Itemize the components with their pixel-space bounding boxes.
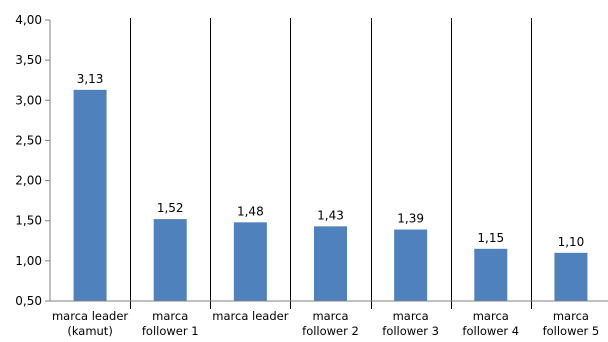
data-label: 1,48 <box>237 204 264 218</box>
y-tick-label: 2,00 <box>15 174 42 188</box>
bar <box>153 219 187 301</box>
y-tick-label: 0,50 <box>15 294 42 308</box>
bar <box>73 89 107 301</box>
data-labels: 3,13 1,52 1,48 1,43 1,39 1,15 1,10 <box>77 72 585 249</box>
y-tick-label: 1,00 <box>15 254 42 268</box>
data-label: 1,10 <box>558 235 585 249</box>
bar <box>554 252 588 301</box>
data-label: 1,15 <box>477 231 504 245</box>
x-axis-categories: marca leader (kamut) marca follower 1 marca … <box>52 309 599 338</box>
bar <box>394 229 428 301</box>
bar <box>474 248 508 301</box>
bar <box>233 222 267 301</box>
y-axis-ticks: 0,50 1,00 1,50 2,00 2,50 3,00 3,50 4,00 <box>15 13 50 308</box>
y-tick-label: 1,50 <box>15 214 42 228</box>
y-tick-label: 3,50 <box>15 53 42 67</box>
x-category-label: marca follower 5 <box>543 309 600 338</box>
bar <box>314 226 347 301</box>
y-tick-label: 2,50 <box>15 133 42 147</box>
data-label: 1,52 <box>157 201 184 215</box>
data-label: 1,39 <box>397 212 424 226</box>
x-category-label: marca leader <box>212 309 288 323</box>
x-category-label: marca follower 3 <box>382 309 439 338</box>
y-tick-label: 4,00 <box>15 13 42 27</box>
x-category-label: marca follower 4 <box>462 309 519 338</box>
bars <box>73 89 588 301</box>
data-label: 3,13 <box>77 72 104 86</box>
x-category-label: marca leader (kamut) <box>52 309 128 338</box>
x-category-label: marca follower 2 <box>302 309 359 338</box>
x-category-label: marca follower 1 <box>142 309 199 338</box>
y-tick-label: 3,00 <box>15 93 42 107</box>
data-label: 1,43 <box>317 208 344 222</box>
category-separators <box>130 18 532 309</box>
